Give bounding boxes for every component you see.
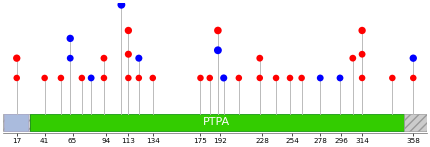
Point: [359, 77, 366, 79]
Point: [273, 77, 280, 79]
Point: [67, 37, 74, 40]
Point: [118, 4, 125, 6]
Point: [220, 77, 227, 79]
Point: [125, 29, 132, 32]
Point: [125, 53, 132, 55]
Point: [215, 29, 221, 32]
Bar: [404, 114, 427, 131]
Point: [197, 77, 204, 79]
Point: [88, 77, 95, 79]
Point: [206, 77, 213, 79]
Point: [101, 77, 108, 79]
Point: [101, 57, 108, 59]
Bar: [30, 114, 404, 131]
Point: [41, 77, 48, 79]
Bar: [4, 114, 28, 131]
Point: [349, 57, 356, 59]
Point: [215, 49, 221, 51]
Point: [337, 77, 344, 79]
Point: [410, 57, 417, 59]
Point: [256, 57, 263, 59]
Point: [286, 77, 293, 79]
Point: [135, 57, 142, 59]
Point: [256, 77, 263, 79]
Point: [13, 77, 20, 79]
Point: [298, 77, 305, 79]
Point: [13, 57, 20, 59]
Point: [317, 77, 324, 79]
Text: PTPA: PTPA: [203, 117, 230, 127]
Point: [359, 53, 366, 55]
Point: [410, 77, 417, 79]
Point: [67, 57, 74, 59]
Point: [78, 77, 85, 79]
Point: [149, 77, 156, 79]
Point: [135, 77, 142, 79]
Point: [58, 77, 64, 79]
Point: [359, 29, 366, 32]
Bar: [3, 114, 30, 131]
Point: [389, 77, 396, 79]
Point: [125, 77, 132, 79]
Point: [235, 77, 242, 79]
